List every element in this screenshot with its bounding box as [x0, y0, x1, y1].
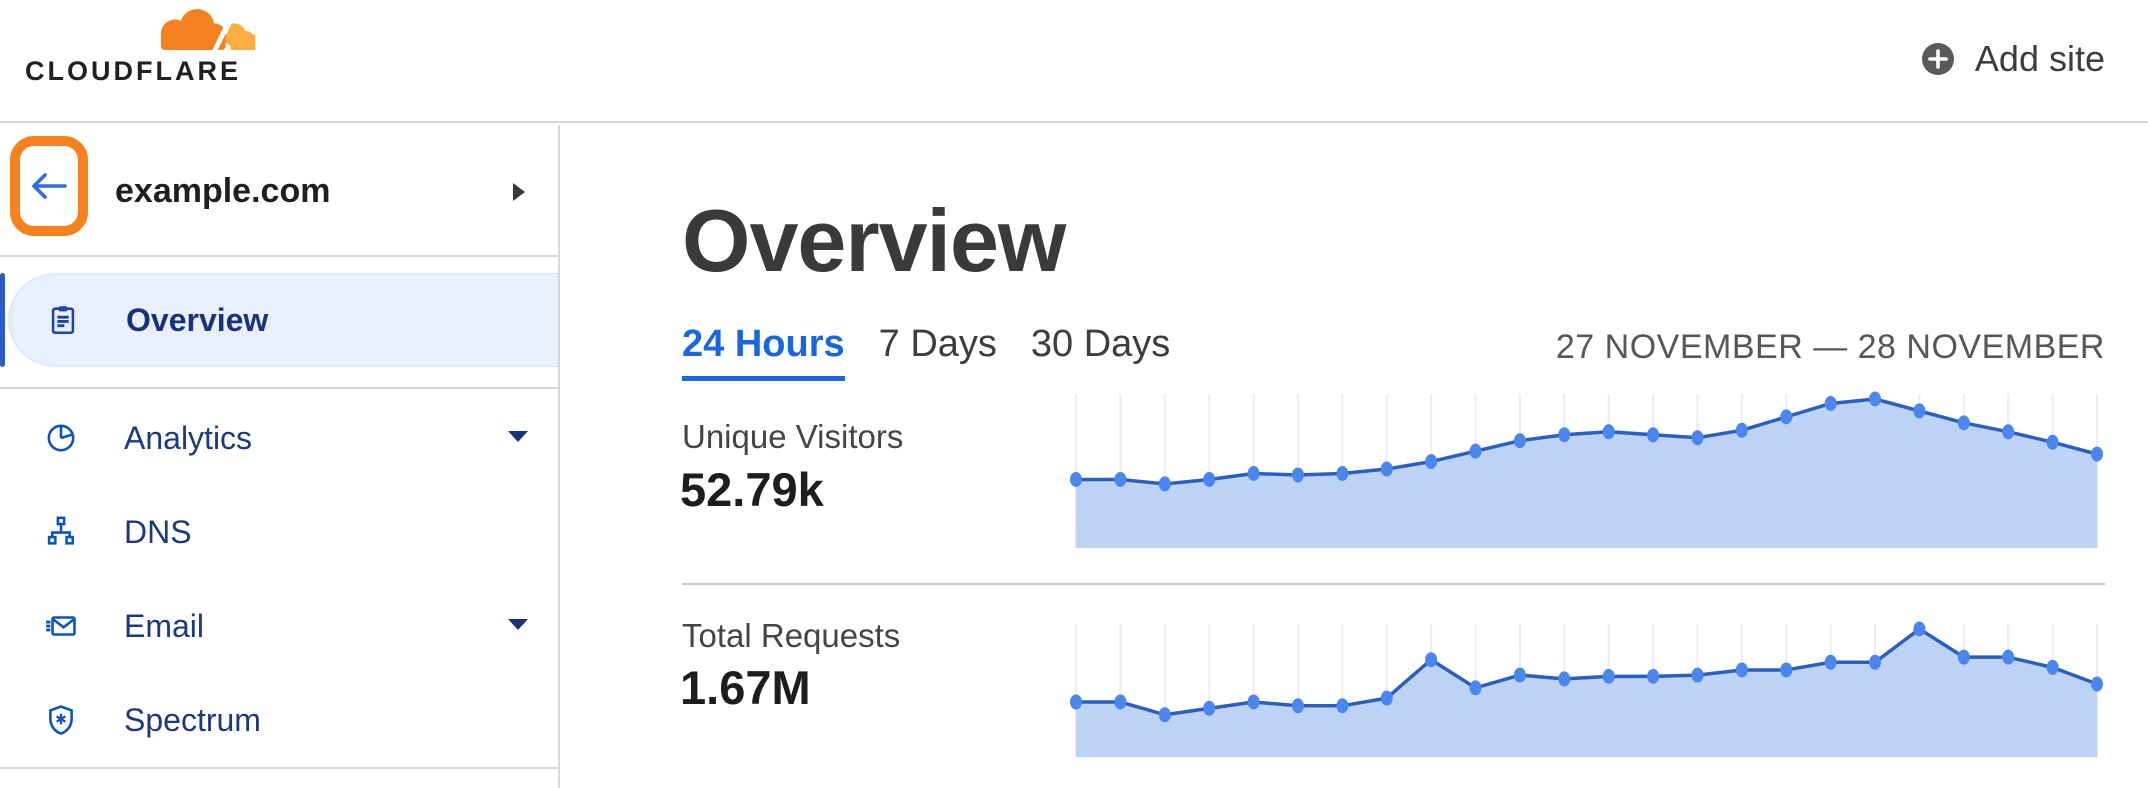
metric-label-total-requests: Total Requests	[682, 617, 901, 654]
date-range-label: 27 NOVEMBER — 28 NOVEMBER	[1555, 328, 2105, 366]
site-selector-row: example.com	[0, 125, 558, 257]
sidebar-item-label: Email	[124, 607, 205, 644]
back-button[interactable]	[10, 136, 88, 236]
cloudflare-logo[interactable]: CLOUDFLARE	[25, 2, 265, 87]
add-site-button[interactable]: Add site	[1916, 37, 2105, 81]
total-requests-chart[interactable]	[1068, 620, 2105, 757]
back-arrow-icon	[32, 173, 67, 199]
metric-label-unique-visitors: Unique Visitors	[682, 418, 904, 455]
add-site-label: Add site	[1974, 38, 2105, 79]
main-content: Overview 24 Hours 7 Days 30 Days 27 NOVE…	[562, 125, 2148, 788]
metric-value-total-requests: 1.67M	[680, 661, 811, 714]
time-range-tabs: 24 Hours 7 Days 30 Days	[682, 323, 1170, 381]
plus-circle-icon	[1921, 43, 1954, 75]
shield-icon	[49, 705, 73, 735]
sidebar-item-label: DNS	[124, 513, 192, 550]
envelope-icon	[46, 616, 76, 636]
sidebar-item-spectrum[interactable]: Spectrum	[0, 673, 558, 767]
chevron-down-icon[interactable]	[508, 431, 528, 443]
section-divider	[682, 583, 2105, 585]
tab-7-days[interactable]: 7 Days	[878, 323, 997, 365]
chevron-down-icon[interactable]	[508, 619, 528, 631]
active-item-accent	[0, 273, 5, 367]
chevron-right-icon[interactable]	[512, 182, 526, 202]
sidebar-nav: Overview Analytics DNS	[0, 257, 558, 769]
sidebar-divider	[0, 767, 558, 769]
cloudflare-cloud-icon	[160, 9, 256, 56]
clipboard-icon	[51, 306, 75, 335]
sidebar-item-analytics[interactable]: Analytics	[0, 391, 558, 485]
sitemap-icon	[47, 516, 75, 545]
sidebar-item-label: Spectrum	[124, 701, 261, 738]
sidebar-item-email[interactable]: Email	[0, 579, 558, 673]
unique-visitors-chart[interactable]	[1068, 390, 2105, 548]
tab-24-hours[interactable]: 24 Hours	[682, 323, 845, 381]
cloudflare-logo-word: CLOUDFLARE	[25, 56, 241, 86]
site-name[interactable]: example.com	[115, 171, 331, 210]
sidebar: example.com Overview Analytics	[0, 125, 560, 788]
tab-30-days[interactable]: 30 Days	[1030, 323, 1171, 365]
pie-chart-icon	[47, 424, 75, 452]
sidebar-divider	[0, 387, 558, 389]
sidebar-item-label: Overview	[126, 301, 269, 338]
top-header: CLOUDFLARE Add site	[0, 0, 2148, 123]
sidebar-item-label: Analytics	[124, 419, 253, 456]
sidebar-item-dns[interactable]: DNS	[0, 485, 558, 579]
page-title: Overview	[682, 191, 1066, 290]
sidebar-item-overview[interactable]: Overview	[8, 273, 558, 367]
metric-value-unique-visitors: 52.79k	[680, 463, 824, 516]
